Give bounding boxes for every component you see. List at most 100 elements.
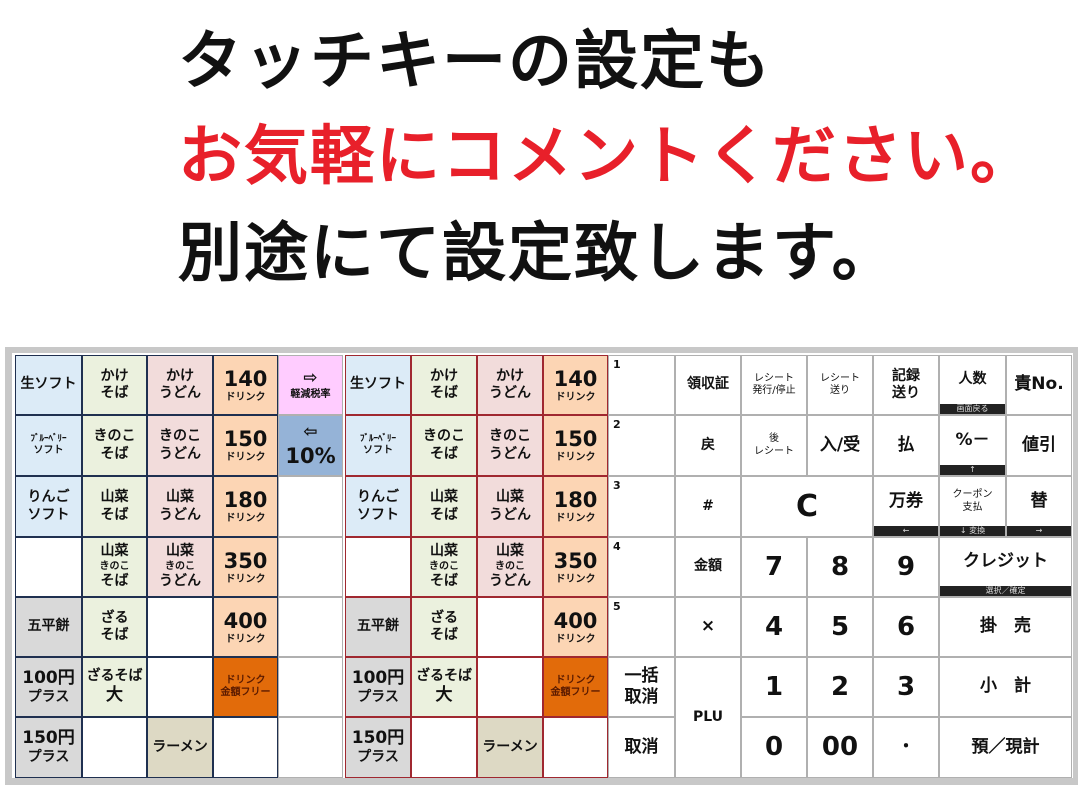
key-label: ざるそば xyxy=(86,667,143,684)
middle-grid-key[interactable]: 100円 プラス xyxy=(345,657,411,717)
keypad-key[interactable]: C xyxy=(741,476,873,537)
left-grid-key[interactable]: 山菜 きのこ うどん xyxy=(147,537,213,597)
keypad-key[interactable]: 2 xyxy=(807,657,873,717)
keypad-key[interactable]: 小 計 xyxy=(939,657,1072,717)
keypad-key[interactable]: 3 xyxy=(873,657,939,717)
middle-grid-key[interactable]: 350 ドリンク xyxy=(543,537,608,597)
middle-grid-key[interactable]: ざるそば大 xyxy=(411,657,477,717)
left-grid-key[interactable]: ラーメン xyxy=(147,717,213,778)
middle-grid-key[interactable]: 生ソフト xyxy=(345,355,411,415)
left-grid-key[interactable]: 山菜 きのこ そば xyxy=(82,537,147,597)
left-grid-key[interactable]: 350 ドリンク xyxy=(213,537,278,597)
middle-grid-key[interactable]: 140 ドリンク xyxy=(543,355,608,415)
middle-grid-key[interactable]: ざる そば xyxy=(411,597,477,657)
left-grid-key[interactable]: かけ そば xyxy=(82,355,147,415)
tax-column-key[interactable]: ⇨ 軽減税率 xyxy=(278,355,343,415)
keypad-key[interactable]: 入/受 xyxy=(807,415,873,476)
middle-grid-key[interactable]: かけ うどん xyxy=(477,355,543,415)
left-grid-key[interactable]: かけ うどん xyxy=(147,355,213,415)
keypad-key[interactable]: × xyxy=(675,597,741,657)
keypad-key[interactable]: 9 xyxy=(873,537,939,597)
left-grid-key[interactable]: 生ソフト xyxy=(15,355,82,415)
middle-grid-key[interactable]: かけ そば xyxy=(411,355,477,415)
left-grid-key[interactable]: きのこ そば xyxy=(82,415,147,476)
keypad-key[interactable]: 7 xyxy=(741,537,807,597)
key-label: きのこ xyxy=(423,428,465,444)
keypad-key[interactable]: クーポン 支払 ↓ 変換 xyxy=(939,476,1006,537)
keypad-key[interactable]: 払 xyxy=(873,415,939,476)
keypad-key[interactable]: %－ ↑ xyxy=(939,415,1006,476)
left-grid-key[interactable]: 150 ドリンク xyxy=(213,415,278,476)
middle-grid-key[interactable]: 五平餅 xyxy=(345,597,411,657)
middle-grid-key[interactable]: 150円 プラス xyxy=(345,717,411,778)
tax-column-empty-cell xyxy=(278,657,343,717)
keypad-key[interactable]: 替 → xyxy=(1006,476,1072,537)
middle-grid-key[interactable]: 山菜 きのこ そば xyxy=(411,537,477,597)
left-grid-key[interactable]: ざるそば大 xyxy=(82,657,147,717)
keypad-key[interactable]: 00 xyxy=(807,717,873,778)
left-grid-key[interactable]: 150円 プラス xyxy=(15,717,82,778)
key-label: ラーメン xyxy=(482,738,538,755)
keypad-key[interactable]: 掛 売 xyxy=(939,597,1072,657)
key-label: 山菜 xyxy=(100,543,129,560)
keypad-key[interactable]: 記録 送り xyxy=(873,355,939,415)
keypad-key[interactable]: 金額 xyxy=(675,537,741,597)
middle-grid-key[interactable]: きのこ そば xyxy=(411,415,477,476)
keypad-key[interactable]: # xyxy=(675,476,741,537)
keypad-key[interactable]: 預／現計 xyxy=(939,717,1072,778)
middle-grid-key[interactable]: ラーメン xyxy=(477,717,543,778)
key-label: かけ xyxy=(430,367,458,384)
keypad-key[interactable]: 4 xyxy=(741,597,807,657)
keypad-key[interactable]: PLU xyxy=(675,657,741,778)
keypad-key[interactable]: ・ xyxy=(873,717,939,778)
middle-grid-key[interactable]: 山菜 そば xyxy=(411,476,477,537)
key-label: きのこ xyxy=(429,560,459,572)
left-grid-key[interactable]: 400 ドリンク xyxy=(213,597,278,657)
keypad-key[interactable]: 万券 ← xyxy=(873,476,939,537)
keypad-key[interactable]: 0 xyxy=(741,717,807,778)
keypad-key[interactable]: 人数 画面戻る xyxy=(939,355,1006,415)
keypad-key[interactable]: レシート 発行/停止 xyxy=(741,355,807,415)
left-grid-key[interactable]: 100円 プラス xyxy=(15,657,82,717)
key-label: 後 xyxy=(769,433,779,444)
left-grid-key[interactable]: 140 ドリンク xyxy=(213,355,278,415)
key-label: 大 xyxy=(106,685,123,706)
keypad-key[interactable]: レシート 送り xyxy=(807,355,873,415)
number-column-cell[interactable]: 取消 xyxy=(608,717,675,778)
middle-grid-key[interactable]: 400 ドリンク xyxy=(543,597,608,657)
key-label: ドリンク xyxy=(225,633,266,645)
middle-grid-key[interactable]: 山菜 うどん xyxy=(477,476,543,537)
middle-grid-key[interactable]: 180 ドリンク xyxy=(543,476,608,537)
middle-grid-empty-cell xyxy=(411,717,477,778)
keypad-key[interactable]: 1 xyxy=(741,657,807,717)
key-sublabel-strip: 画面戻る xyxy=(940,404,1005,414)
keypad-key[interactable]: 6 xyxy=(873,597,939,657)
middle-grid-key[interactable]: りんご ソフト xyxy=(345,476,411,537)
middle-grid-key[interactable]: ドリンク 金額フリー xyxy=(543,657,608,717)
left-grid-key[interactable]: 山菜 そば xyxy=(82,476,147,537)
key-label: ソフト xyxy=(363,444,393,456)
keypad-key[interactable]: クレジット 選択／確定 xyxy=(939,537,1072,597)
middle-grid-key[interactable]: ﾌﾞﾙｰﾍﾞﾘｰ ソフト xyxy=(345,415,411,476)
number-column-cell[interactable]: 一括 取消 xyxy=(608,657,675,717)
middle-grid-key[interactable]: 150 ドリンク xyxy=(543,415,608,476)
keypad-key[interactable]: 値引 xyxy=(1006,415,1072,476)
keypad-key[interactable]: 戻 xyxy=(675,415,741,476)
left-grid-key[interactable]: 山菜 うどん xyxy=(147,476,213,537)
left-grid-key[interactable]: ドリンク 金額フリー xyxy=(213,657,278,717)
tax-column-key[interactable]: ⇦ 10% xyxy=(278,415,343,476)
left-grid-key[interactable]: ﾌﾞﾙｰﾍﾞﾘｰ ソフト xyxy=(15,415,82,476)
keypad-key[interactable]: 8 xyxy=(807,537,873,597)
left-grid-key[interactable]: ざる そば xyxy=(82,597,147,657)
left-grid-key[interactable]: りんご ソフト xyxy=(15,476,82,537)
middle-grid-key[interactable]: 山菜 きのこ うどん xyxy=(477,537,543,597)
left-grid-key[interactable]: 180 ドリンク xyxy=(213,476,278,537)
keypad-key[interactable]: 後レシート xyxy=(741,415,807,476)
middle-grid-key[interactable]: きのこ うどん xyxy=(477,415,543,476)
key-label: 180 xyxy=(553,488,598,513)
left-grid-key[interactable]: きのこ うどん xyxy=(147,415,213,476)
keypad-key[interactable]: 5 xyxy=(807,597,873,657)
keypad-key[interactable]: 領収証 xyxy=(675,355,741,415)
left-grid-key[interactable]: 五平餅 xyxy=(15,597,82,657)
keypad-key[interactable]: 責No. xyxy=(1006,355,1072,415)
